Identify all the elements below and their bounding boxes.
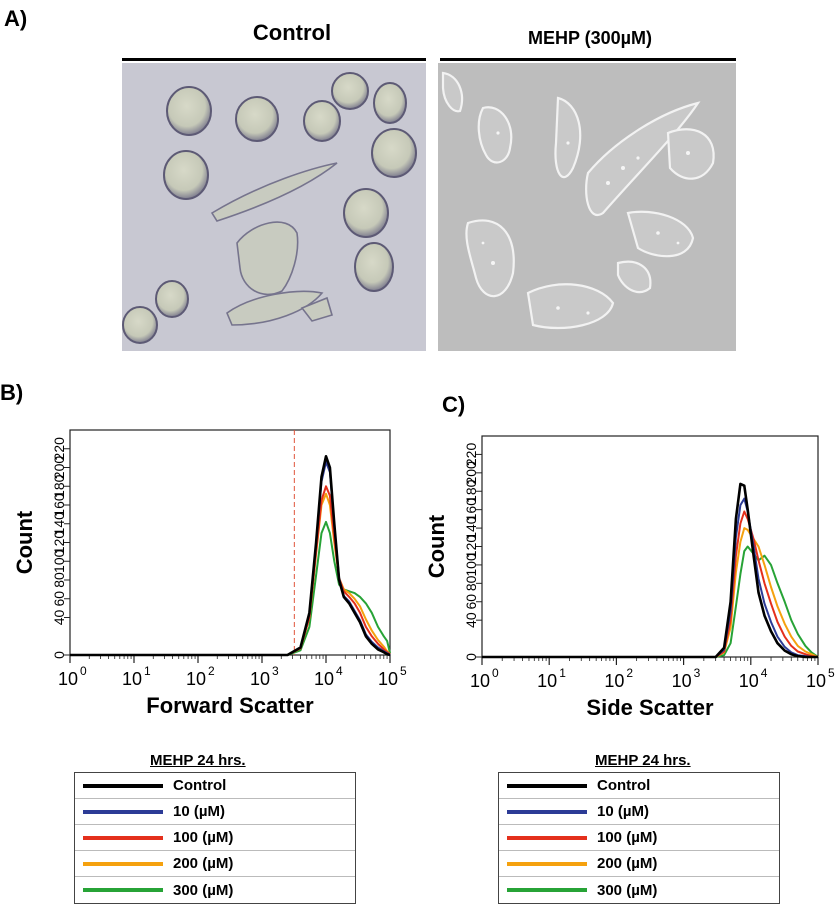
panel-b-label: B) [0,380,24,405]
y-tick-label: 200 [51,456,67,480]
legend-label: Control [597,777,651,794]
legend-swatch [507,835,587,840]
y-tick-label: 120 [51,531,67,555]
legend-swatch [507,888,587,892]
x-tick-exponent: 3 [272,664,279,678]
x-tick-exponent: 4 [761,666,768,680]
y-tick-label: 120 [463,535,479,559]
legend-b: Control 10 (µM) 100 (µM) 200 (µM) 300 (µM) [74,772,356,904]
panel-c-legend-item: Control [499,773,779,799]
legend-swatch [83,783,163,788]
x-tick-label: 10 [122,669,142,689]
series-line [70,455,391,657]
x-tick-exponent: 1 [559,666,566,680]
panel-c-legend-item: 100 (µM) [499,825,779,851]
panel-c-legend-item: 300 (µM) [499,877,779,903]
legend-b-title: MEHP 24 hrs. [150,752,246,769]
legend-swatch [83,835,163,840]
y-tick-label: 0 [51,651,67,659]
panel-c-legend-item: 10 (µM) [499,799,779,825]
x-tick-label: 10 [604,671,624,691]
y-axis-label: Count [12,510,37,574]
x-tick-label: 10 [672,671,692,691]
y-tick-label: 40 [51,610,67,626]
legend-swatch [507,861,587,866]
legend-label: 200 (µM) [173,855,234,872]
legend-label: 100 (µM) [173,829,234,846]
y-tick-label: 160 [463,498,479,522]
legend-swatch [83,861,163,866]
legend-c: Control 10 (µM) 100 (µM) 200 (µM) 300 (µM) [498,772,780,904]
legend-label: Control [173,777,227,794]
y-tick-label: 0 [463,653,479,661]
y-tick-label: 140 [463,516,479,540]
panel-b-legend-item: 10 (µM) [75,799,355,825]
y-tick-label: 180 [51,474,67,498]
x-tick-label: 10 [537,671,557,691]
y-tick-label: 100 [51,549,67,573]
y-tick-label: 220 [463,443,479,467]
x-tick-exponent: 2 [208,664,215,678]
y-tick-label: 40 [463,612,479,628]
panel-c-label: C) [442,392,466,417]
legend-swatch [507,809,587,814]
x-tick-exponent: 2 [626,666,633,680]
panel-b-legend-item: 100 (µM) [75,825,355,851]
panel-b-legend-item: 200 (µM) [75,851,355,877]
panel-a-label: A) [4,6,28,31]
y-tick-label: 140 [51,512,67,536]
y-tick-label: 80 [51,572,67,588]
panel-b-legend-item: 300 (µM) [75,877,355,903]
legend-swatch [83,888,163,892]
x-tick-label: 10 [739,671,759,691]
series-line [482,482,818,659]
x-axis-label: Forward Scatter [146,693,314,718]
legend-c-title: MEHP 24 hrs. [595,752,691,769]
plot-area [481,435,819,658]
panel-c-legend-item: 200 (µM) [499,851,779,877]
y-tick-label: 60 [51,591,67,607]
legend-label: 300 (µM) [597,881,658,899]
legend-label: 100 (µM) [597,829,658,846]
x-tick-label: 10 [186,669,206,689]
x-tick-exponent: 0 [492,666,499,680]
mehp-micrograph [438,63,736,351]
x-tick-label: 10 [806,671,826,691]
x-tick-label: 10 [314,669,334,689]
x-tick-label: 10 [470,671,490,691]
y-tick-label: 200 [463,461,479,485]
mehp-title: MEHP (300µM) [527,28,653,48]
control-title-rule [122,58,426,61]
control-title: Control [252,20,332,45]
x-tick-label: 10 [378,669,398,689]
legend-swatch [507,783,587,788]
plot-area [69,429,391,656]
y-tick-label: 220 [51,437,67,461]
legend-label: 10 (µM) [597,803,649,820]
x-tick-exponent: 5 [400,664,407,678]
x-tick-exponent: 3 [694,666,701,680]
x-tick-exponent: 5 [828,666,835,680]
y-tick-label: 160 [51,493,67,517]
panel-b-legend-item: Control [75,773,355,799]
y-tick-label: 180 [463,479,479,503]
legend-swatch [83,809,163,814]
x-tick-label: 10 [58,669,78,689]
y-tick-label: 100 [463,553,479,577]
x-tick-exponent: 1 [144,664,151,678]
y-axis-label: Count [424,514,449,578]
x-tick-exponent: 0 [80,664,87,678]
legend-label: 300 (µM) [173,881,234,899]
control-micrograph [122,63,426,351]
x-axis-label: Side Scatter [586,695,714,720]
legend-label: 200 (µM) [597,855,658,872]
y-tick-label: 60 [463,594,479,610]
x-tick-exponent: 4 [336,664,343,678]
legend-label: 10 (µM) [173,803,225,820]
mehp-title-rule [440,58,736,61]
y-tick-label: 80 [463,575,479,591]
x-tick-label: 10 [250,669,270,689]
